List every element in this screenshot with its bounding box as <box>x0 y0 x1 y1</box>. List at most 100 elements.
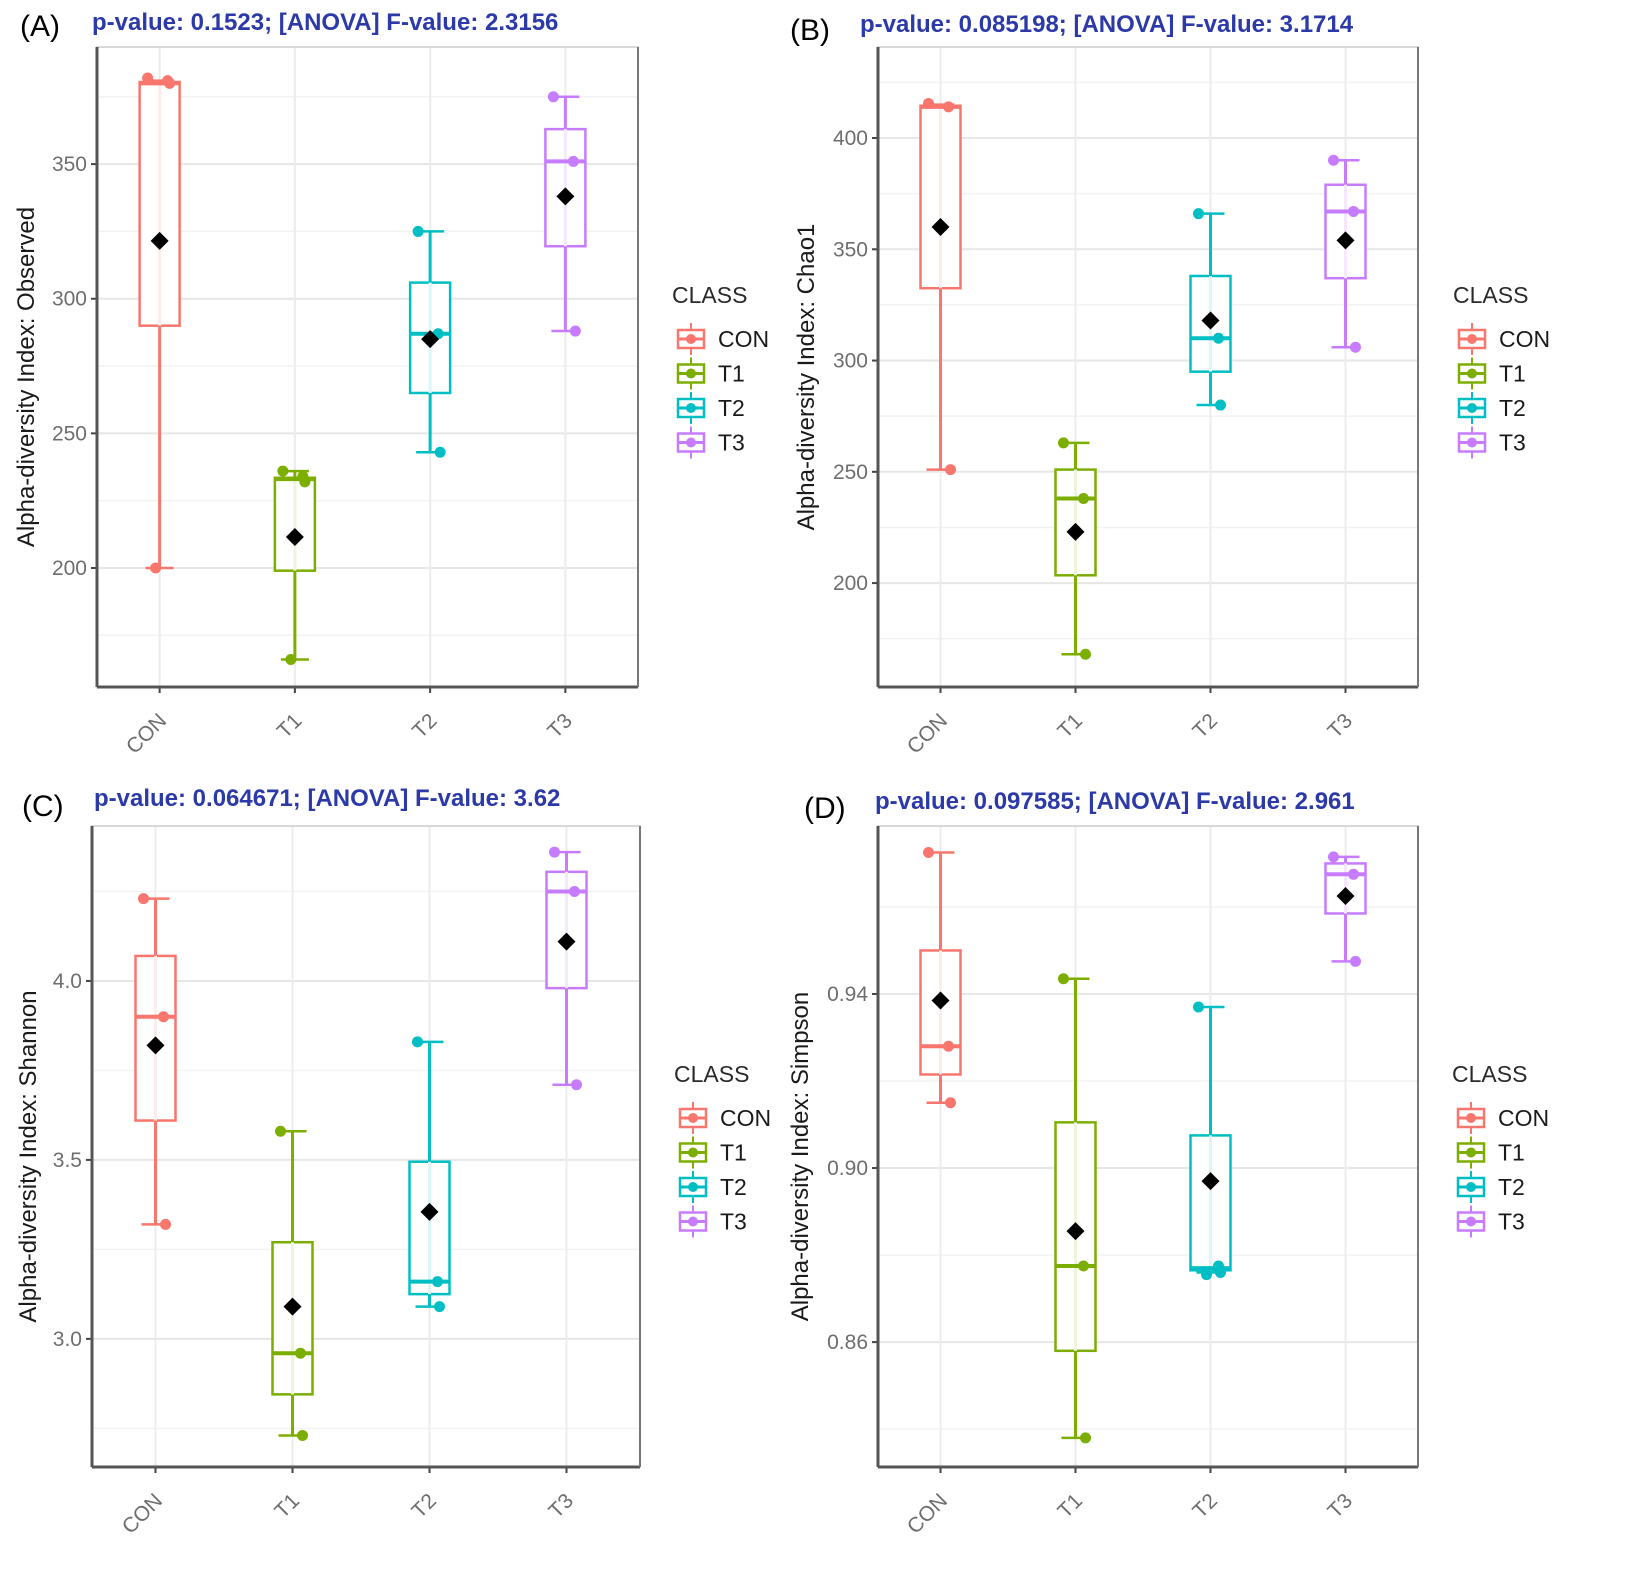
legend-key-point <box>688 1113 698 1123</box>
box-t3 <box>1324 154 1367 353</box>
box-t3 <box>1324 851 1367 967</box>
plot-background <box>878 47 1418 687</box>
legend-item-t1: T1 <box>678 1136 747 1169</box>
box-t2 <box>1189 208 1232 411</box>
legend: CLASS CON T1 T2 T3 <box>1452 1061 1549 1238</box>
data-point <box>1328 851 1339 863</box>
box-t1 <box>1054 437 1097 660</box>
legend-key-point <box>688 1182 698 1192</box>
y-axis-label: Alpha-diversity Index: Simpson <box>787 992 814 1321</box>
y-tick-label: 300 <box>833 350 868 373</box>
data-point <box>295 1347 306 1359</box>
data-point <box>569 885 580 897</box>
legend-item-con: CON <box>678 1102 771 1134</box>
y-tick-label: 0.86 <box>827 1331 868 1354</box>
legend-item-t1: T1 <box>1456 1136 1525 1169</box>
y-tick-label: 250 <box>52 422 87 445</box>
x-tick-label: CON <box>903 709 952 758</box>
data-point <box>569 325 581 337</box>
legend-label: T1 <box>1498 1140 1525 1166</box>
y-tick-label: 350 <box>833 238 868 261</box>
legend-key-point <box>686 368 696 379</box>
mean-marker <box>1336 887 1355 906</box>
y-axis-label: Alpha-diversity Index: Observed <box>13 207 40 547</box>
legend-label: T1 <box>720 1140 747 1166</box>
x-tick-label: T3 <box>1323 1489 1357 1523</box>
data-point <box>299 476 311 488</box>
x-tick-label: T1 <box>273 709 307 743</box>
legend-label: T2 <box>1498 1174 1525 1200</box>
legend-label: T3 <box>1498 1209 1525 1235</box>
y-tick-label: 350 <box>52 153 87 176</box>
data-point <box>945 464 956 476</box>
box-t1 <box>273 465 317 666</box>
legend-key-point <box>1466 1182 1476 1192</box>
data-point <box>1058 437 1069 449</box>
legend-title: CLASS <box>672 282 747 308</box>
box-t2 <box>408 225 452 458</box>
legend-item-t3: T3 <box>1457 426 1526 459</box>
data-point <box>412 225 424 237</box>
data-point <box>571 1079 582 1091</box>
data-point <box>434 1301 445 1313</box>
data-point <box>1350 341 1361 353</box>
legend-item-t3: T3 <box>1456 1205 1525 1238</box>
legend-key-point <box>686 334 696 344</box>
data-point <box>943 1040 954 1052</box>
x-tick-label: T1 <box>1053 709 1087 743</box>
legend: CLASS CON T1 T2 T3 <box>674 1061 771 1238</box>
box-t2 <box>408 1036 451 1313</box>
box-t1 <box>271 1125 314 1442</box>
legend-label: T2 <box>718 395 745 421</box>
y-tick-label: 3.0 <box>53 1328 82 1351</box>
data-point <box>1080 1432 1091 1444</box>
mean-marker <box>931 991 950 1010</box>
panel-c: 3.0 3.5 4.0 CON T1 T2 T3 Alpha-diversity Index:… <box>15 785 771 1539</box>
x-tick-label: T3 <box>544 1489 578 1523</box>
data-point <box>150 562 162 574</box>
mean-marker <box>556 187 575 206</box>
y-tick-label: 200 <box>52 557 87 580</box>
y-tick-label: 250 <box>833 461 868 484</box>
legend-item-con: CON <box>676 323 769 355</box>
legend: CLASS CON T1 T2 T3 <box>672 282 769 459</box>
data-point <box>297 1430 308 1442</box>
y-tick-label: 300 <box>52 288 87 311</box>
legend-item-t2: T2 <box>676 392 745 424</box>
mean-marker <box>420 1202 439 1221</box>
y-axis-label: Alpha-diversity Index: Chao1 <box>793 224 820 531</box>
y-tick-label: 4.0 <box>53 970 82 993</box>
box-t1 <box>1054 973 1097 1444</box>
data-point <box>1213 332 1224 344</box>
legend-label: CON <box>718 326 769 352</box>
legend-title: CLASS <box>1452 1061 1527 1087</box>
legend-key-point <box>1466 1216 1476 1227</box>
legend-title: CLASS <box>1453 282 1528 308</box>
data-point <box>164 77 176 89</box>
mean-marker <box>1066 522 1085 541</box>
y-axis-label: Alpha-diversity Index: Shannon <box>15 990 42 1322</box>
panel-b: 200 250 300 350 400 CON T1 T2 T3 Alpha-diversity … <box>790 11 1550 759</box>
data-point <box>945 1097 956 1109</box>
data-point <box>923 98 934 110</box>
data-point <box>434 446 446 458</box>
panel-letter: (C) <box>22 790 64 823</box>
x-tick-label: T2 <box>1188 709 1222 743</box>
legend-key-point <box>1467 334 1477 344</box>
box-t3 <box>544 91 587 337</box>
panel-letter: (A) <box>20 10 60 43</box>
legend-item-t2: T2 <box>1457 392 1526 424</box>
y-tick-label: 200 <box>833 572 868 595</box>
data-point <box>277 465 289 477</box>
box-con <box>919 847 962 1109</box>
data-point <box>1078 493 1089 505</box>
panel-title: p-value: 0.097585; [ANOVA] F-value: 2.96… <box>875 788 1355 815</box>
mean-marker <box>557 932 576 951</box>
panel-title: p-value: 0.085198; [ANOVA] F-value: 3.17… <box>860 11 1354 38</box>
legend-label: T3 <box>1499 430 1526 456</box>
data-point <box>1201 1269 1212 1281</box>
legend-key-point <box>688 1147 698 1158</box>
x-tick-label: T2 <box>1188 1489 1222 1523</box>
data-point <box>1215 1266 1226 1278</box>
